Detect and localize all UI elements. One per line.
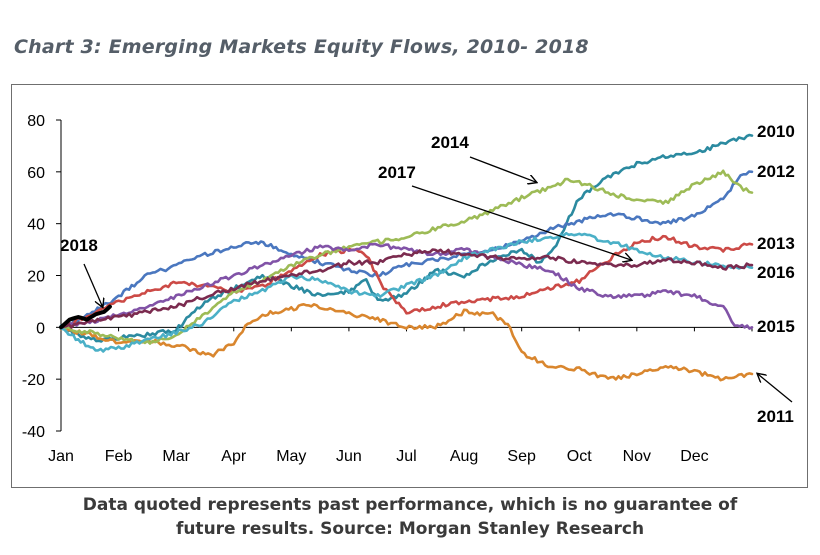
y-tick-label: 20	[27, 269, 45, 286]
y-tick-label: -20	[22, 372, 45, 389]
series-line-2018	[59, 304, 112, 330]
x-tick-label-may: May	[276, 448, 306, 465]
y-tick-label: 0	[36, 320, 45, 337]
x-tick-label-jan: Jan	[48, 448, 74, 465]
annotation-arrow-2011	[758, 374, 793, 403]
footer-line-1: Data quoted represents past performance,…	[82, 495, 738, 515]
x-tick-label-oct: Oct	[567, 448, 592, 465]
x-tick-label-mar: Mar	[162, 448, 190, 465]
series-line-2011	[59, 303, 754, 382]
series-line-2013	[59, 234, 754, 330]
footer-line-2: future results. Source: Morgan Stanley R…	[175, 519, 645, 539]
chart-title: Chart 3: Emerging Markets Equity Flows, …	[14, 36, 589, 58]
x-tick-label-jun: Jun	[336, 448, 362, 465]
y-tick-label: 60	[27, 165, 45, 182]
series-line-2017	[59, 248, 754, 330]
end-label-2010: 2010	[757, 122, 795, 141]
series-line-2015	[59, 242, 754, 330]
annotation-arrow-2014	[469, 156, 536, 182]
series-line-2016	[59, 231, 754, 353]
end-label-2016: 2016	[757, 263, 795, 282]
annotation-label-2017: 2017	[378, 163, 416, 182]
annotation-label-2011: 2011	[757, 407, 794, 426]
series-line-2014	[59, 169, 754, 345]
series-lines	[59, 133, 754, 382]
series-line-2012	[59, 170, 754, 329]
x-tick-label-apr: Apr	[221, 448, 247, 465]
x-tick-label-feb: Feb	[105, 448, 133, 465]
x-tick-label-jul: Jul	[396, 448, 416, 465]
end-label-2015: 2015	[757, 317, 795, 336]
chart-frame	[11, 84, 808, 488]
x-tick-label-sep: Sep	[507, 448, 536, 465]
annotation-label-2014: 2014	[431, 133, 469, 152]
footer: Data quoted represents past performance,…	[0, 493, 820, 541]
y-tick-label: -40	[22, 424, 45, 441]
y-tick-label: 40	[27, 217, 45, 234]
annotation-label-2018: 2018	[60, 236, 98, 255]
annotation-arrow-2018	[83, 263, 102, 307]
x-tick-label-nov: Nov	[623, 448, 651, 465]
x-tick-label-dec: Dec	[680, 448, 708, 465]
end-label-2013: 2013	[757, 234, 795, 253]
end-label-2012: 2012	[757, 162, 795, 181]
x-tick-label-aug: Aug	[450, 448, 478, 465]
annotation-arrow-2017	[411, 185, 631, 260]
labels: 2010 2012 2013 2016 2015 2014 2017 2018 2011	[60, 122, 795, 426]
y-tick-label: 80	[27, 113, 45, 130]
